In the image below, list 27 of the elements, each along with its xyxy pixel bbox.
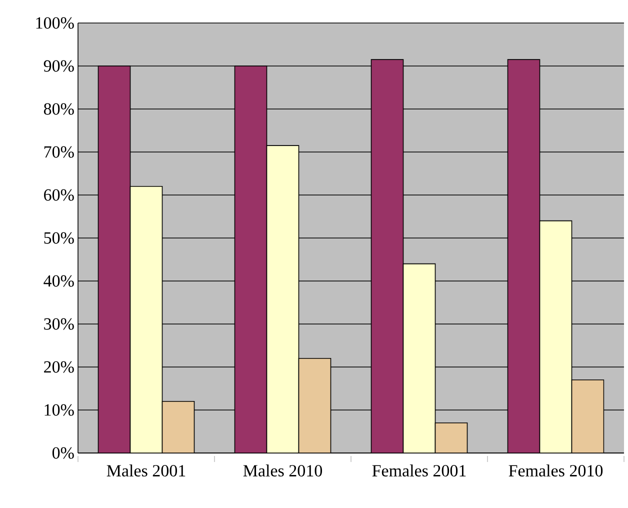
y-tick-label: 60% <box>44 189 74 201</box>
bar <box>402 263 436 453</box>
y-tick-label: 100% <box>36 17 74 29</box>
bar <box>539 220 572 453</box>
y-tick-label: 50% <box>44 232 74 244</box>
x-tick-label: Males 2001 <box>106 464 186 476</box>
bar <box>507 59 540 453</box>
y-tick-label: 90% <box>44 60 74 72</box>
y-tick-label: 10% <box>44 404 74 416</box>
bar <box>266 145 300 453</box>
bar <box>434 422 468 453</box>
bar <box>370 59 404 453</box>
x-tick-label: Females 2001 <box>372 464 466 476</box>
bar <box>571 379 604 453</box>
x-tick-label: Males 2010 <box>243 464 322 476</box>
bar <box>130 186 163 453</box>
bar <box>234 66 268 453</box>
x-tick-label: Females 2010 <box>508 464 603 476</box>
bar <box>298 358 332 453</box>
bar <box>162 401 195 453</box>
y-tick-label: 80% <box>44 103 74 115</box>
y-tick-label: 70% <box>44 146 74 158</box>
y-tick-label: 30% <box>44 318 74 330</box>
y-tick-label: 40% <box>44 275 74 287</box>
y-tick-label: 20% <box>44 361 74 373</box>
bar <box>98 66 131 453</box>
y-tick-label: 0% <box>52 447 74 459</box>
